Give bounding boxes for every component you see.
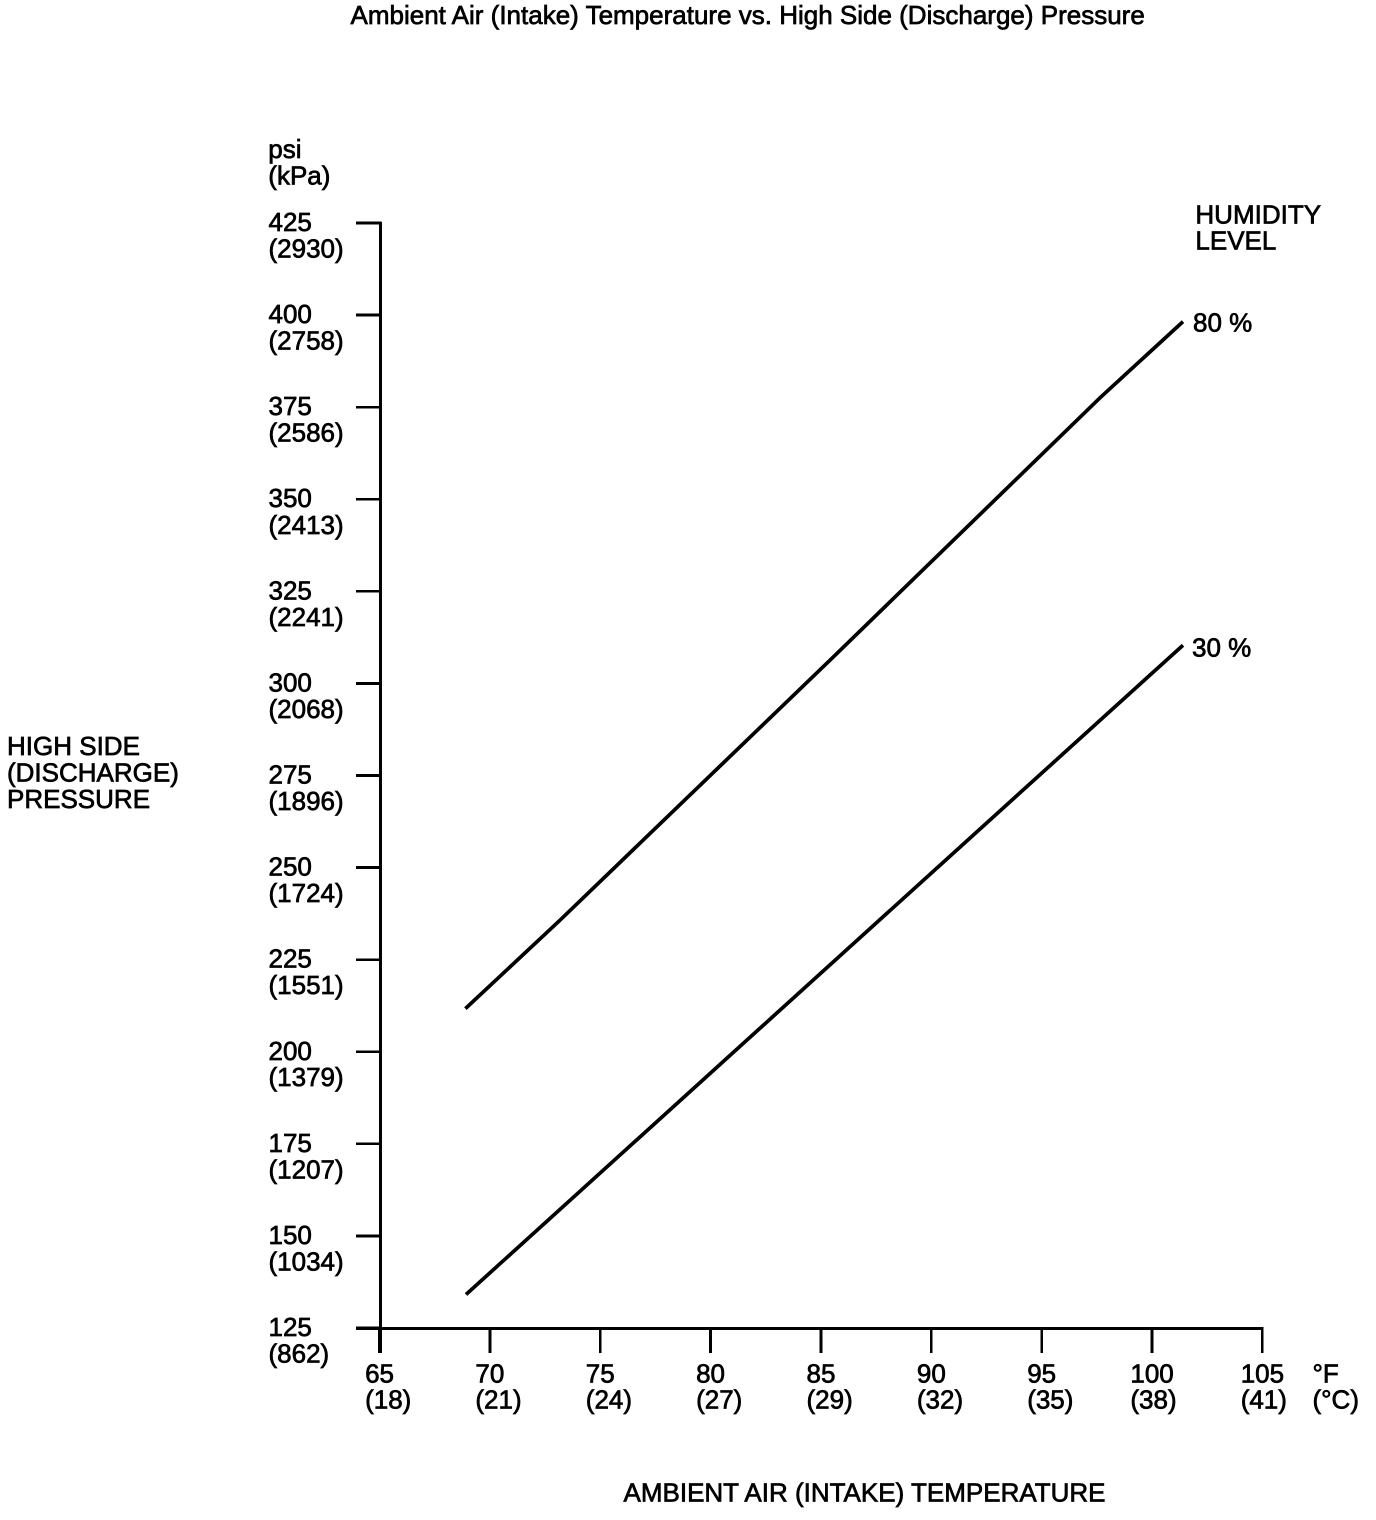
svg-text:(27): (27): [696, 1385, 742, 1415]
svg-text:105: 105: [1241, 1358, 1284, 1388]
svg-text:(DISCHARGE): (DISCHARGE): [7, 758, 179, 788]
svg-text:(1034): (1034): [269, 1246, 344, 1276]
svg-text:HIGH SIDE: HIGH SIDE: [7, 731, 140, 761]
svg-text:275: 275: [269, 760, 312, 790]
svg-text:(35): (35): [1027, 1385, 1073, 1415]
svg-text:(18): (18): [365, 1385, 411, 1415]
svg-text:100: 100: [1130, 1358, 1173, 1388]
svg-text:AMBIENT AIR (INTAKE) TEMPERATU: AMBIENT AIR (INTAKE) TEMPERATURE: [624, 1478, 1106, 1508]
svg-text:95: 95: [1027, 1358, 1056, 1388]
svg-text:(1551): (1551): [269, 970, 344, 1000]
svg-text:(41): (41): [1241, 1385, 1287, 1415]
svg-text:(kPa): (kPa): [268, 161, 330, 191]
svg-text:250: 250: [269, 852, 312, 882]
svg-text:150: 150: [269, 1220, 312, 1250]
svg-text:125: 125: [269, 1312, 312, 1342]
svg-text:(38): (38): [1130, 1385, 1176, 1415]
svg-text:Ambient Air (Intake) Temperatu: Ambient Air (Intake) Temperature vs. Hig…: [351, 0, 1145, 30]
svg-text:(1896): (1896): [269, 786, 344, 816]
svg-text:PRESSURE: PRESSURE: [7, 784, 150, 814]
svg-text:(2241): (2241): [269, 602, 344, 632]
svg-text:80: 80: [696, 1358, 725, 1388]
svg-text:(32): (32): [917, 1385, 963, 1415]
svg-text:80 %: 80 %: [1193, 308, 1252, 338]
svg-text:(29): (29): [807, 1385, 853, 1415]
svg-text:psi: psi: [268, 134, 301, 164]
svg-text:70: 70: [475, 1358, 504, 1388]
svg-text:LEVEL: LEVEL: [1195, 226, 1276, 256]
svg-text:65: 65: [365, 1358, 394, 1388]
svg-text:400: 400: [269, 299, 312, 329]
svg-text:350: 350: [269, 483, 312, 513]
svg-text:425: 425: [269, 207, 312, 237]
svg-text:(2758): (2758): [269, 326, 344, 356]
svg-text:175: 175: [269, 1128, 312, 1158]
svg-text:(24): (24): [586, 1385, 632, 1415]
svg-text:(°C): (°C): [1313, 1385, 1360, 1415]
svg-text:(1379): (1379): [269, 1062, 344, 1092]
svg-text:200: 200: [269, 1036, 312, 1066]
svg-text:85: 85: [807, 1358, 836, 1388]
svg-text:°F: °F: [1313, 1358, 1339, 1388]
svg-text:(1207): (1207): [269, 1154, 344, 1184]
svg-text:(21): (21): [475, 1385, 521, 1415]
svg-text:75: 75: [586, 1358, 615, 1388]
svg-text:325: 325: [269, 575, 312, 605]
svg-text:(862): (862): [269, 1339, 330, 1369]
svg-text:375: 375: [269, 391, 312, 421]
svg-text:HUMIDITY: HUMIDITY: [1195, 200, 1321, 230]
svg-text:(1724): (1724): [269, 878, 344, 908]
svg-text:(2068): (2068): [269, 694, 344, 724]
svg-text:(2930): (2930): [269, 234, 344, 264]
svg-text:90: 90: [917, 1358, 946, 1388]
svg-text:(2586): (2586): [269, 418, 344, 448]
svg-text:30 %: 30 %: [1192, 633, 1251, 663]
svg-text:(2413): (2413): [269, 510, 344, 540]
svg-text:300: 300: [269, 667, 312, 697]
svg-text:225: 225: [269, 944, 312, 974]
